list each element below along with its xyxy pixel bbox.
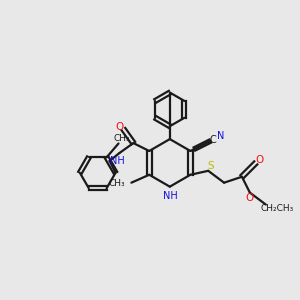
Text: CH₂CH₃: CH₂CH₃ <box>261 204 294 213</box>
Text: NH: NH <box>110 156 125 166</box>
Text: CH₃: CH₃ <box>113 134 130 143</box>
Text: NH: NH <box>164 190 178 201</box>
Text: S: S <box>207 161 214 171</box>
Text: O: O <box>246 193 254 202</box>
Text: CH₃: CH₃ <box>109 179 125 188</box>
Text: C: C <box>210 135 217 145</box>
Text: O: O <box>116 122 124 132</box>
Text: N: N <box>218 131 225 141</box>
Text: O: O <box>256 155 264 165</box>
